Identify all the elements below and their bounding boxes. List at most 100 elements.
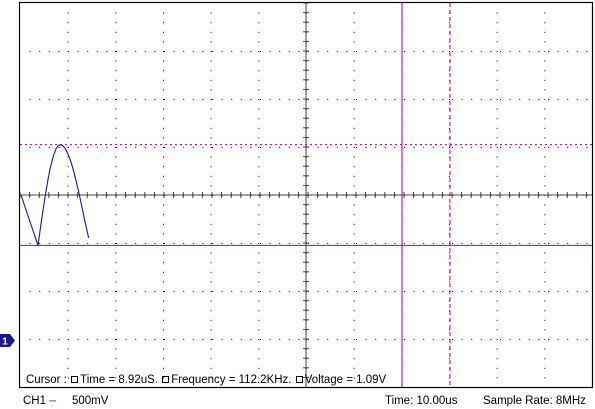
grid-dot [496,262,498,264]
grid-dot [39,99,41,100]
grid-dot [115,108,117,110]
grid-dot [288,339,290,340]
grid-dot [115,99,117,100]
grid-dot [327,339,329,340]
grid-dot [509,147,511,148]
grid-dot [67,252,69,254]
grid-dot [67,281,69,283]
grid-dot [115,358,117,360]
grid-dot [471,99,473,100]
grid-dot [210,108,212,110]
grid-dot [77,243,79,244]
grid-dot [353,60,355,62]
grid-dot [258,233,260,235]
frequency-checkbox-icon[interactable] [162,376,170,383]
grid-dot [210,233,212,235]
grid-dot [115,367,117,369]
grid-dot [269,99,271,100]
grid-dot [115,339,117,340]
grid-dot [528,147,530,148]
grid-dot [356,99,357,100]
grid-dot [353,262,355,264]
grid-dot [353,204,355,206]
grid-dot [258,118,260,120]
grid-dot [269,339,271,340]
grid-dot [58,243,60,244]
grid-dot [67,79,69,81]
vertical-cursors[interactable] [401,3,451,387]
grid-dot [67,137,69,139]
grid-dot [442,99,444,100]
grid-dot [163,377,164,379]
ch1-level-marker[interactable]: 1 [0,334,16,347]
grid-dot [258,156,260,158]
time-checkbox-icon[interactable] [71,376,79,383]
cursor-voltage-value: Voltage = 1.09V [304,374,387,386]
grid-dot [432,99,434,100]
grid-dot [519,147,521,148]
grid-dot [384,291,386,292]
grid-dot [496,185,498,187]
grid-dot [449,252,450,254]
grid-dot [210,156,212,158]
grid-dot [496,99,498,100]
voltage-checkbox-icon[interactable] [295,376,303,383]
grid-dot [490,147,492,148]
grid-dot [67,185,69,187]
grid-dot [210,51,212,52]
grid-dot [68,291,69,292]
grid-dot [258,127,260,129]
grid-dot [496,22,498,24]
grid-dot [452,51,453,52]
grid-dot [106,51,108,52]
grid-dot [544,310,546,312]
grid-dot [353,348,355,350]
grid-dot [365,51,367,52]
grid-dot [77,51,79,52]
grid-dot [544,223,546,225]
grid-dot [258,41,260,43]
grid-dot [375,99,377,100]
grid-dot [260,291,261,292]
grid-dot [544,175,546,177]
grid-dot [231,339,233,340]
grid-dot [106,147,108,148]
grid-dot [356,243,357,244]
grid-dot [210,377,212,379]
grid-dot [557,51,559,52]
grid-dot [375,51,377,52]
horizontal-cursors[interactable] [20,144,592,246]
grid-dot [116,51,117,52]
grid-dot [496,108,498,110]
grid-dot [432,243,434,244]
grid-dot [519,291,521,292]
grid-dot [356,51,357,52]
grid-dot [496,377,498,379]
grid-dot [544,358,546,360]
grid-dot [471,339,473,340]
grid-dot [353,166,355,168]
grid-dot [496,319,498,321]
grid-dot [183,339,185,340]
grid-dot [353,377,355,379]
grid-dot [544,99,546,100]
grid-dot [490,51,492,52]
grid-dot [269,147,271,148]
grid-dot [480,339,482,340]
grid-dot [544,367,546,369]
grid-dot [163,127,164,129]
grid-dot [269,51,271,52]
grid-dot [538,243,540,244]
grid-dot [384,147,386,148]
grid-dot [471,291,473,292]
grid-dot [67,319,69,321]
grid-dot [250,243,252,244]
grid-dot [449,175,450,177]
grid-dot [115,329,117,331]
grid-dot [183,147,185,148]
grid-dot [260,99,261,100]
grid-dot [365,147,367,148]
grid-dot [346,291,348,292]
grid-dot [544,137,546,139]
